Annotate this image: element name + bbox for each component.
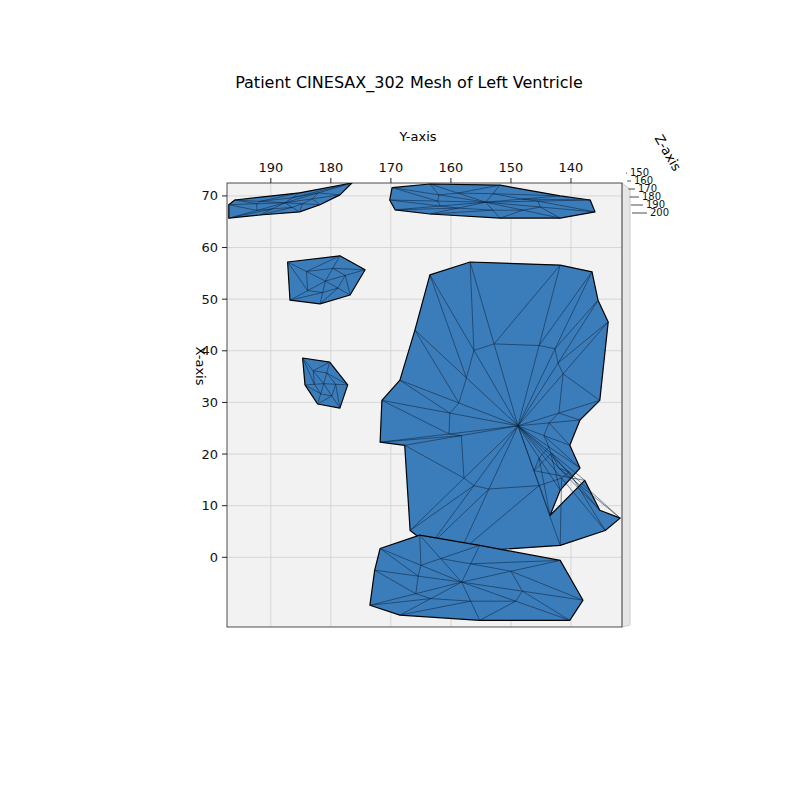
tick-label: 70 (201, 188, 218, 203)
grid-line (270, 183, 271, 627)
mesh-edges (229, 183, 352, 218)
axis-label: Y-axis (398, 129, 436, 144)
tick (222, 195, 227, 196)
mesh-component (380, 262, 620, 552)
tick (631, 205, 643, 206)
tick-label: 170 (378, 160, 403, 175)
tick (222, 247, 227, 248)
tick (632, 213, 647, 214)
tick-label: 30 (201, 395, 218, 410)
side-pane (622, 183, 630, 627)
tick (628, 189, 635, 190)
tick-label: 200 (650, 207, 669, 218)
tick (450, 178, 451, 183)
axis-label: Z-axis (652, 132, 685, 174)
tick (627, 181, 631, 182)
mesh-edges (288, 256, 366, 304)
tick-label: 160 (438, 160, 463, 175)
tick-label: 180 (318, 160, 343, 175)
tick (222, 557, 227, 558)
tick (570, 178, 571, 183)
plot-frame (227, 183, 622, 627)
mesh-edges (390, 184, 595, 218)
mesh-group (229, 183, 620, 620)
tick-label: 0 (210, 550, 218, 565)
tick (222, 454, 227, 455)
chart: 0102030405060701901801701601501401501601… (0, 0, 800, 800)
mesh-component (229, 183, 352, 218)
axes: 0102030405060701901801701601501401501601… (201, 160, 669, 627)
tick (270, 178, 271, 183)
tick-label: 10 (201, 498, 218, 513)
tick (222, 505, 227, 506)
mesh-edges (380, 262, 620, 552)
mesh-component (288, 256, 366, 304)
axis-label: X-axis (193, 347, 208, 386)
mesh-edges (303, 358, 348, 408)
chart-root: 0102030405060701901801701601501401501601… (0, 0, 800, 800)
tick-label: 150 (499, 160, 524, 175)
mesh-component (303, 358, 348, 408)
tick (222, 350, 227, 351)
tick (390, 178, 391, 183)
tick-label: 140 (559, 160, 584, 175)
tick-label: 190 (258, 160, 283, 175)
back-pane (227, 183, 622, 627)
tick-label: 50 (201, 292, 218, 307)
mesh-component (390, 184, 595, 218)
title: Patient CINESAX_302 Mesh of Left Ventric… (235, 73, 583, 93)
tick-label: 20 (201, 447, 218, 462)
tick (626, 173, 627, 174)
grid-line (227, 247, 622, 248)
tick (330, 178, 331, 183)
mesh-component (370, 535, 583, 620)
mesh-edges (370, 535, 583, 620)
tick-label: 60 (201, 240, 218, 255)
tick (630, 197, 639, 198)
background (0, 0, 800, 800)
tick (222, 402, 227, 403)
tick (510, 178, 511, 183)
tick (222, 299, 227, 300)
